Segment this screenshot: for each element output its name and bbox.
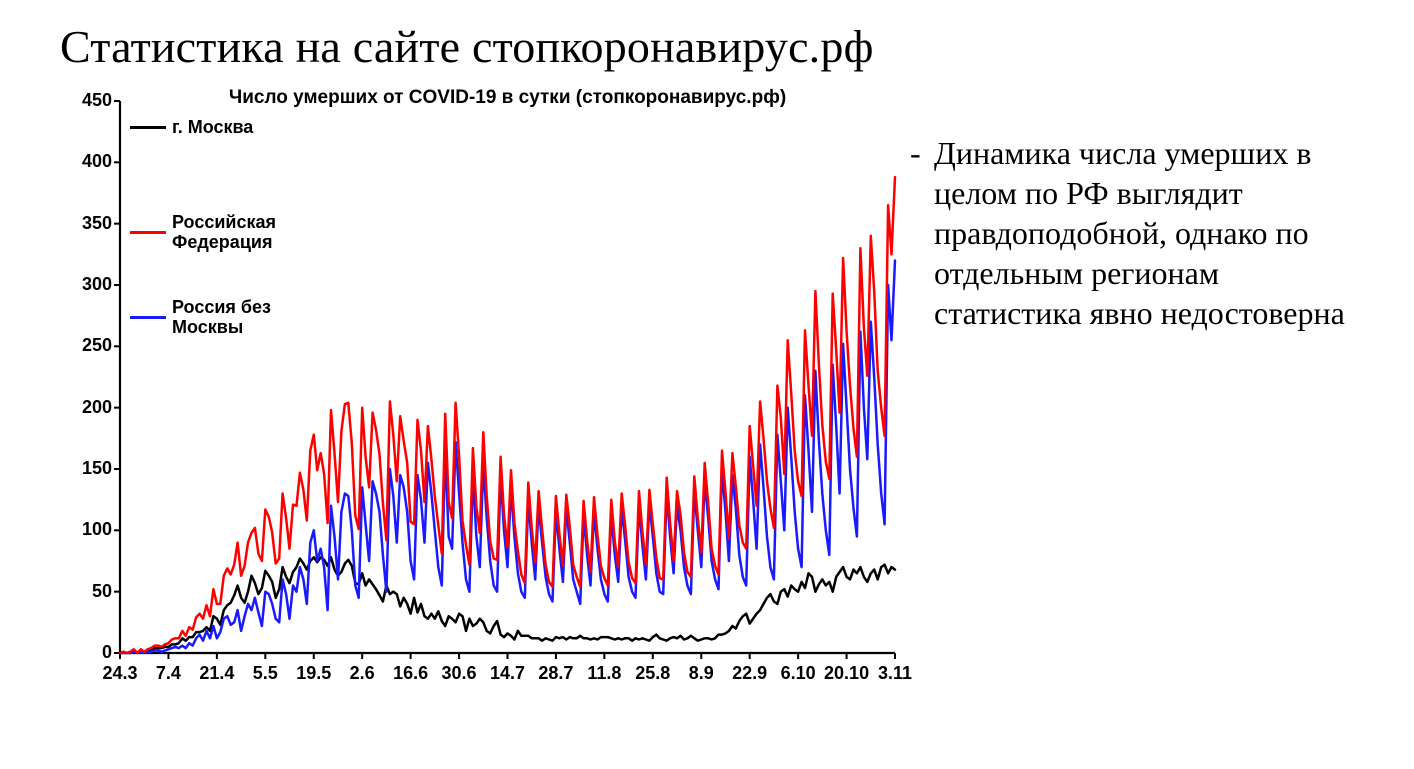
x-tick-label: 7.4 [156,663,181,684]
bullet-item: - Динамика числа умерших в целом по РФ в… [910,133,1374,333]
x-tick-label: 6.10 [781,663,816,684]
y-tick-label: 300 [62,274,112,295]
legend-entry: РоссийскаяФедерация [130,213,276,253]
content-row: 0 50 100 150 200 250 300 350 400 450 24.3 7.4 21.4 5.… [60,83,1374,723]
y-tick-label: 200 [62,397,112,418]
bullet-dash: - [910,133,934,333]
slide: Статистика на сайте стопкоронавирус.рф 0… [0,0,1414,769]
y-tick-label: 100 [62,519,112,540]
y-tick-label: 350 [62,213,112,234]
covid-deaths-chart: 0 50 100 150 200 250 300 350 400 450 24.3 7.4 21.4 5.… [60,83,900,723]
y-tick-label: 0 [62,642,112,663]
x-tick-label: 16.6 [393,663,428,684]
legend-swatch [130,231,166,234]
x-tick-label: 5.5 [253,663,278,684]
y-tick-label: 400 [62,151,112,172]
x-tick-label: 21.4 [199,663,234,684]
x-tick-label: 22.9 [732,663,767,684]
y-tick-label: 250 [62,335,112,356]
x-tick-label: 2.6 [350,663,375,684]
x-tick-label: 3.11 [878,663,912,684]
chart-svg [60,83,900,723]
x-tick-label: 19.5 [296,663,331,684]
legend-swatch [130,126,166,129]
x-tick-label: 8.9 [689,663,714,684]
legend-label: г. Москва [172,118,253,138]
legend-label: РоссийскаяФедерация [172,213,276,253]
x-tick-label: 14.7 [490,663,525,684]
x-tick-label: 25.8 [635,663,670,684]
chart-title: Число умерших от COVID-19 в сутки (стопк… [208,87,808,109]
legend-entry: Россия безМосквы [130,298,271,338]
x-tick-label: 30.6 [442,663,477,684]
y-tick-label: 150 [62,458,112,479]
x-tick-label: 11.8 [587,663,621,684]
legend-swatch [130,316,166,319]
bullet-list: - Динамика числа умерших в целом по РФ в… [900,83,1374,333]
legend-entry: г. Москва [130,118,253,138]
x-tick-label: 20.10 [824,663,869,684]
legend-label: Россия безМосквы [172,298,271,338]
page-title: Статистика на сайте стопкоронавирус.рф [60,20,1374,73]
y-tick-label: 50 [62,581,112,602]
x-tick-label: 28.7 [538,663,573,684]
y-tick-label: 450 [62,90,112,111]
bullet-text: Динамика числа умерших в целом по РФ выг… [934,133,1374,333]
x-tick-label: 24.3 [102,663,137,684]
